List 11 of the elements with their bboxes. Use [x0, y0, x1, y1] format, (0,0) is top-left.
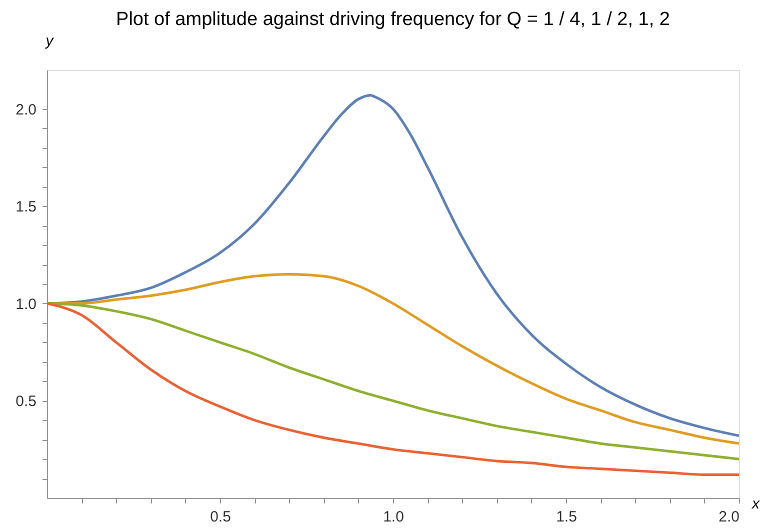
y-tick-label: 1.5 — [16, 198, 36, 216]
chart-title: Plot of amplitude against driving frequency for Q = 1 / 4, 1 / 2, 1, 2 — [116, 9, 670, 30]
x-tick-label: 1.0 — [383, 508, 404, 526]
y-axis-title: y — [44, 32, 55, 50]
x-tick-label: 0.5 — [210, 508, 231, 526]
y-tick-label: 1.0 — [16, 296, 36, 313]
y-tick-label: 0.5 — [16, 393, 36, 410]
x-tick-label: 1.5 — [556, 508, 577, 526]
x-tick-label: 2.0 — [718, 508, 740, 526]
x-axis-title: x — [751, 496, 760, 512]
y-tick-label: 2.0 — [16, 101, 36, 118]
